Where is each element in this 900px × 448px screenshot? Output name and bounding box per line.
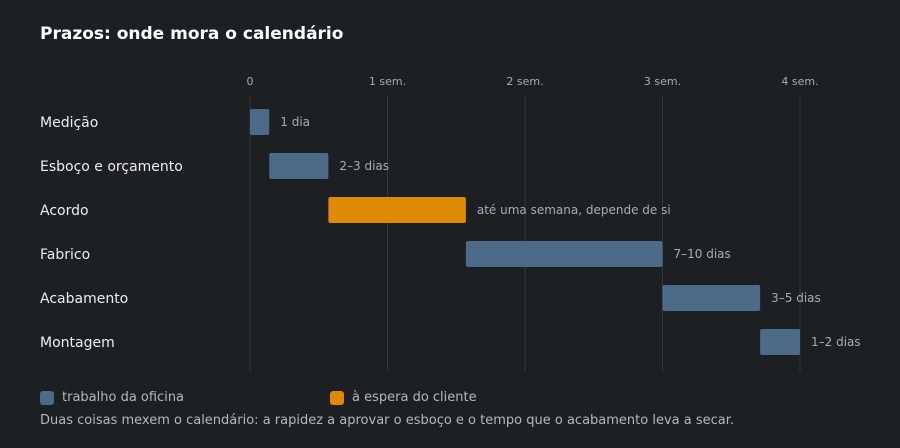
row-label-1: Esboço e orçamento: [40, 159, 183, 175]
row-label-0: Medição: [40, 115, 98, 131]
legend-item-client: à espera do cliente: [330, 390, 477, 405]
legend-label-workshop: trabalho da oficina: [62, 390, 185, 405]
legend-swatch-client: [330, 390, 344, 405]
bar-4: [662, 285, 761, 311]
bar-label-1: 2–3 dias: [339, 159, 389, 173]
row-label-4: Acabamento: [40, 291, 128, 307]
legend: trabalho da oficina à espera do cliente: [40, 390, 880, 410]
legend-label-client: à espera do cliente: [352, 390, 477, 405]
bar-label-3: 7–10 dias: [674, 247, 731, 261]
row-label-2: Acordo: [40, 203, 89, 219]
x-tick-label-3: 3 sem.: [644, 75, 681, 88]
bar-label-4: 3–5 dias: [771, 291, 821, 305]
legend-item-workshop: trabalho da oficina: [40, 390, 184, 405]
bar-2: [328, 197, 466, 223]
bar-5: [760, 329, 800, 355]
footnote: Duas coisas mexem o calendário: a rapide…: [40, 413, 735, 428]
bar-0: [250, 109, 270, 135]
legend-swatch-workshop: [40, 390, 54, 405]
x-tick-label-0: 0: [247, 75, 254, 88]
bar-1: [269, 153, 329, 179]
x-tick-label-1: 1 sem.: [369, 75, 406, 88]
gantt-chart: 0 1 sem. 2 sem. 3 sem. 4 sem. Medição 1 dia Esb…: [40, 75, 861, 372]
x-tick-label-4: 4 sem.: [781, 75, 818, 88]
bar-3: [465, 241, 663, 267]
row-label-5: Montagem: [40, 335, 115, 351]
row-label-3: Fabrico: [40, 247, 90, 263]
bar-label-5: 1–2 dias: [811, 335, 861, 349]
x-tick-label-2: 2 sem.: [506, 75, 543, 88]
chart-title: Prazos: onde mora o calendário: [40, 24, 344, 44]
bar-label-2: até uma semana, depende de si: [477, 203, 671, 217]
bar-label-0: 1 dia: [280, 115, 310, 129]
